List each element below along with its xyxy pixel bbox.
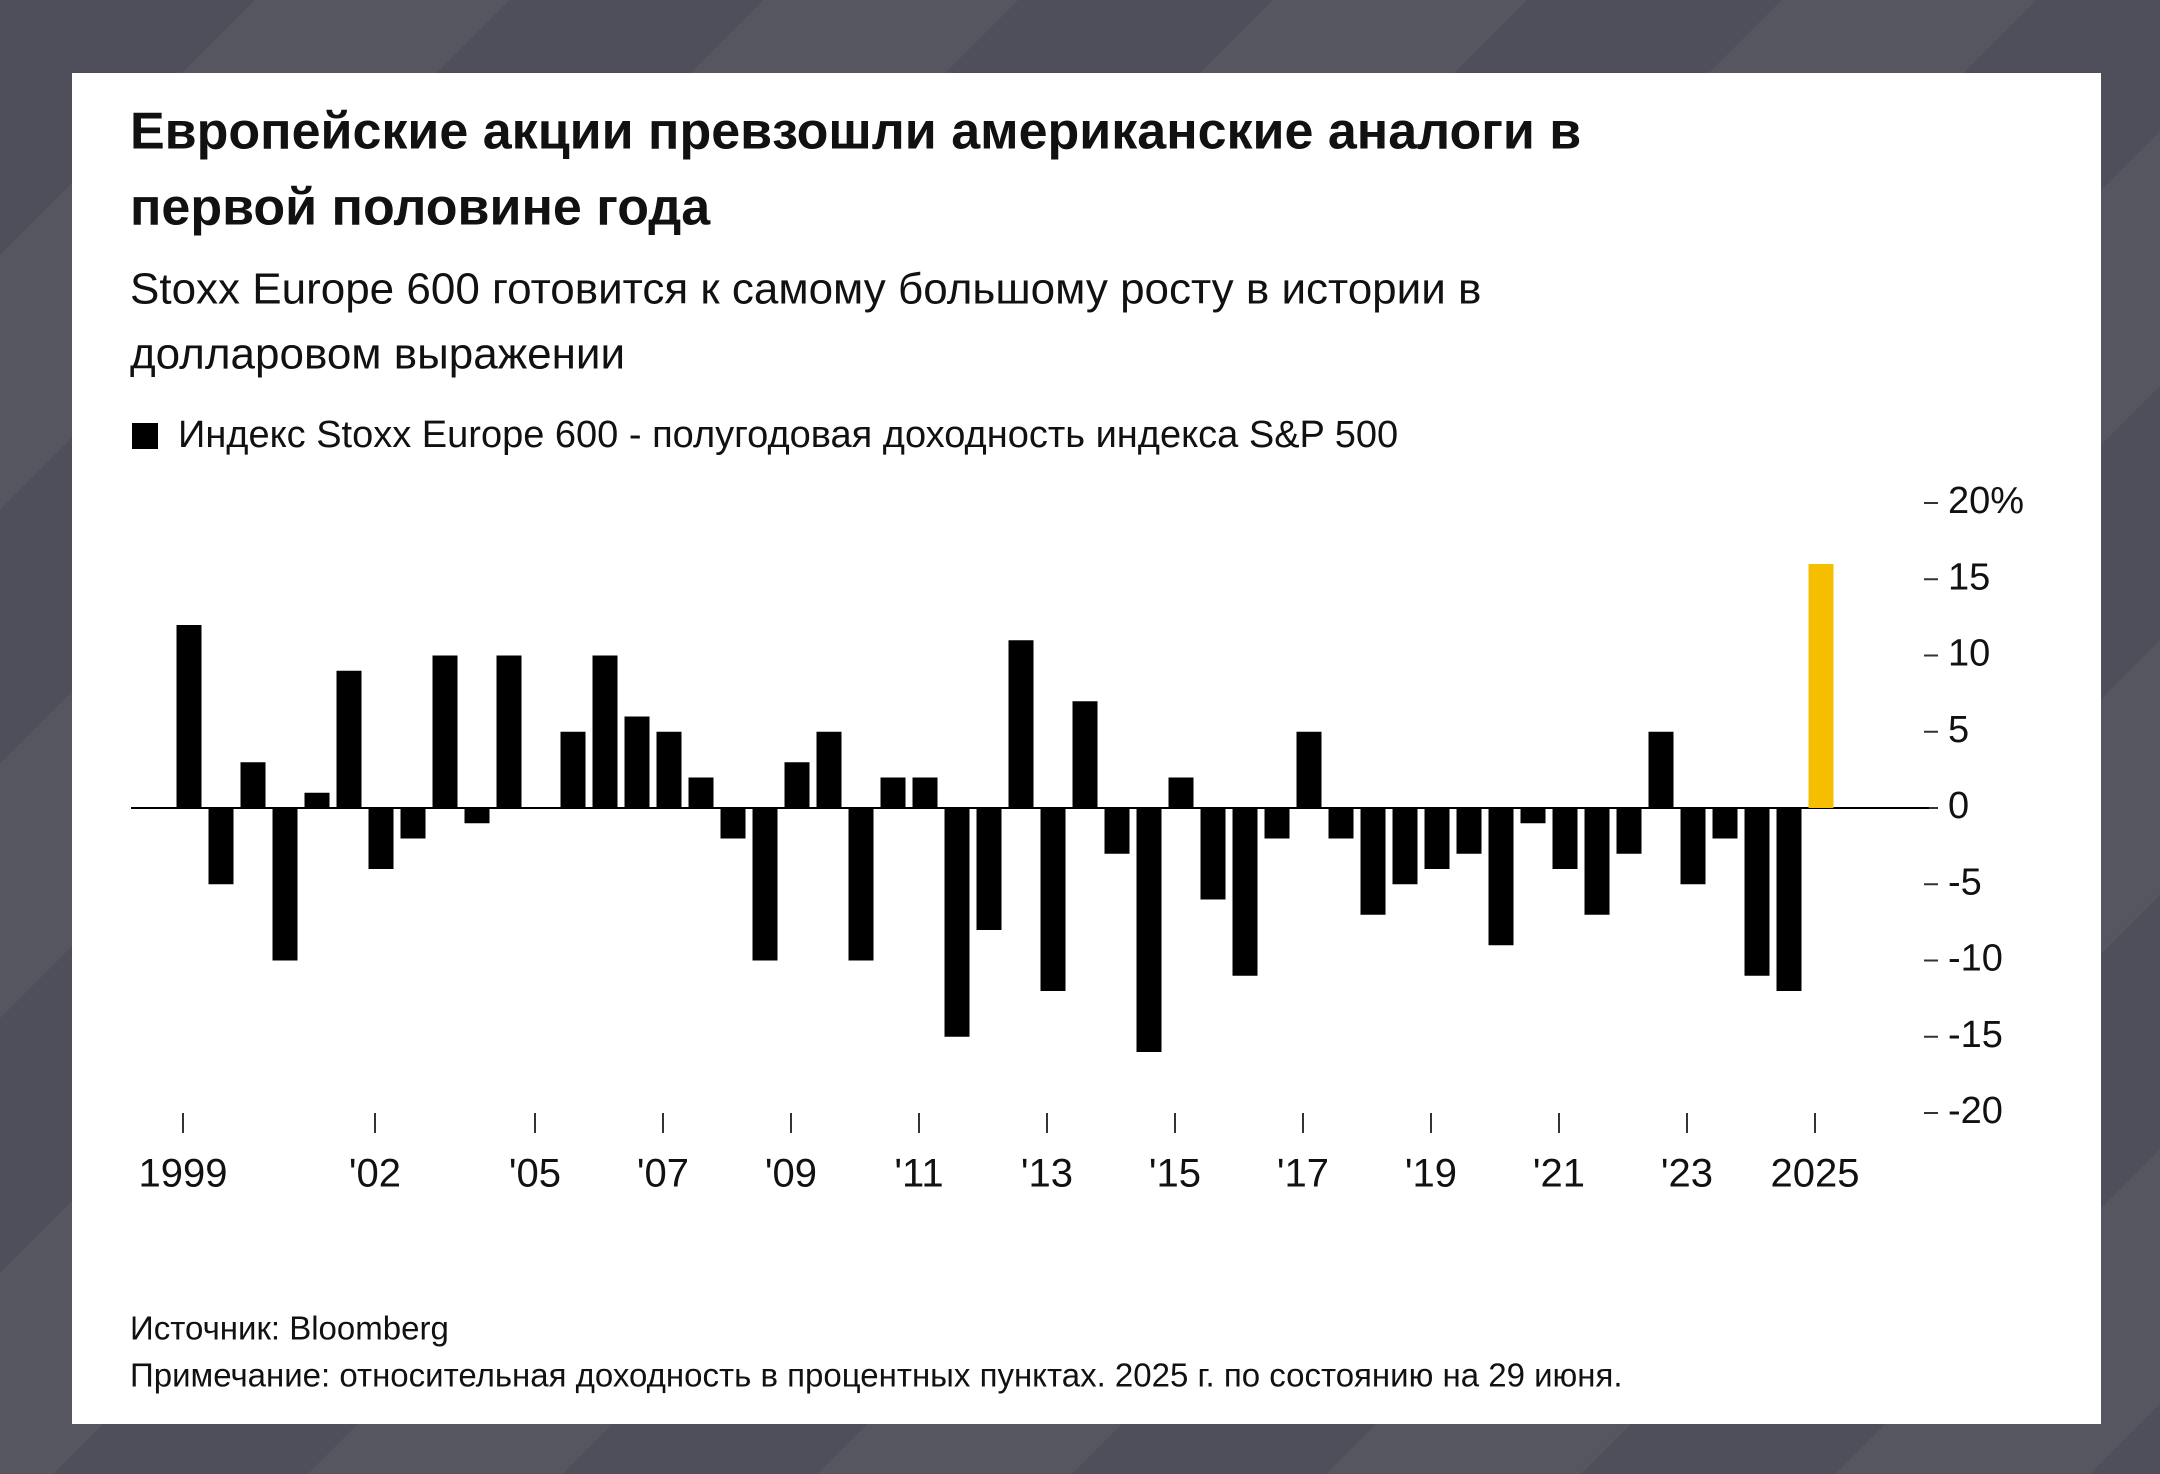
bar — [1456, 808, 1482, 854]
chart-title: первой половине года — [130, 179, 711, 237]
bar — [1488, 808, 1514, 946]
source: Источник: Bloomberg — [130, 1310, 449, 1347]
note: Примечание: относительная доходность в п… — [130, 1357, 1623, 1394]
bar — [880, 777, 906, 808]
bar — [656, 731, 682, 808]
bar — [336, 670, 362, 808]
bar — [432, 655, 458, 808]
x-tick-label: 2025 — [1771, 1152, 1860, 1196]
bar — [976, 808, 1002, 930]
bar — [464, 808, 490, 824]
bar — [1136, 808, 1162, 1052]
x-tick-label: '19 — [1405, 1152, 1457, 1196]
bar — [1584, 808, 1610, 915]
bar — [1072, 701, 1098, 808]
x-tick-label: '09 — [765, 1152, 817, 1196]
x-tick-label: '02 — [349, 1152, 401, 1196]
bar — [1264, 808, 1290, 839]
bar — [400, 808, 426, 839]
bar — [1808, 564, 1834, 808]
chart-subtitle: долларовом выражении — [130, 330, 625, 379]
bar — [912, 777, 938, 808]
y-tick-label: -10 — [1948, 938, 2003, 980]
x-tick-label: '23 — [1661, 1152, 1713, 1196]
y-tick-label: -15 — [1948, 1014, 2003, 1056]
bar — [1008, 640, 1034, 808]
bar — [1296, 731, 1322, 808]
bar — [1776, 808, 1802, 991]
bar — [1232, 808, 1258, 976]
bar — [784, 762, 810, 808]
bar — [1168, 777, 1194, 808]
bar — [208, 808, 234, 885]
y-tick-label: 10 — [1948, 633, 1990, 675]
bar — [1200, 808, 1226, 900]
legend-label: Индекс Stoxx Europe 600 - полугодовая до… — [178, 414, 1398, 456]
x-tick-label: '15 — [1149, 1152, 1201, 1196]
bar — [1104, 808, 1130, 854]
bar — [1520, 808, 1546, 824]
y-tick-label: 20% — [1948, 480, 2024, 522]
x-tick-label: 1999 — [139, 1152, 228, 1196]
y-tick-label: 0 — [1948, 785, 1969, 827]
bar — [368, 808, 394, 869]
bar — [1552, 808, 1578, 869]
y-tick-label: -20 — [1948, 1090, 2003, 1132]
bar — [560, 731, 586, 808]
bar — [848, 808, 874, 961]
bar — [304, 792, 330, 808]
x-tick-label: '07 — [637, 1152, 689, 1196]
x-tick-label: '11 — [894, 1152, 943, 1196]
chart-subtitle: Stoxx Europe 600 готовится к самому боль… — [130, 265, 1481, 314]
bar — [688, 777, 714, 808]
bar — [1744, 808, 1770, 976]
bar — [592, 655, 618, 808]
bar — [816, 731, 842, 808]
bar — [720, 808, 746, 839]
bar — [176, 625, 202, 808]
y-tick-label: 5 — [1948, 709, 1969, 751]
bar — [752, 808, 778, 961]
bar — [1360, 808, 1386, 915]
bar — [1616, 808, 1642, 854]
bar — [1328, 808, 1354, 839]
bar — [944, 808, 970, 1037]
x-tick-label: '21 — [1533, 1152, 1585, 1196]
x-tick-label: '05 — [509, 1152, 561, 1196]
y-tick-label: -5 — [1948, 861, 1982, 903]
x-tick-label: '13 — [1021, 1152, 1073, 1196]
bar — [1040, 808, 1066, 991]
bar — [240, 762, 266, 808]
x-tick-label: '17 — [1277, 1152, 1329, 1196]
bar — [272, 808, 298, 961]
bar — [1648, 731, 1674, 808]
legend-swatch — [132, 423, 158, 449]
y-tick-label: 15 — [1948, 556, 1990, 598]
bar — [1392, 808, 1418, 885]
bar — [496, 655, 522, 808]
bar — [1424, 808, 1450, 869]
bar — [624, 716, 650, 808]
bar — [1680, 808, 1706, 885]
bar — [1712, 808, 1738, 839]
chart-title: Европейские акции превзошли американские… — [130, 103, 1581, 161]
